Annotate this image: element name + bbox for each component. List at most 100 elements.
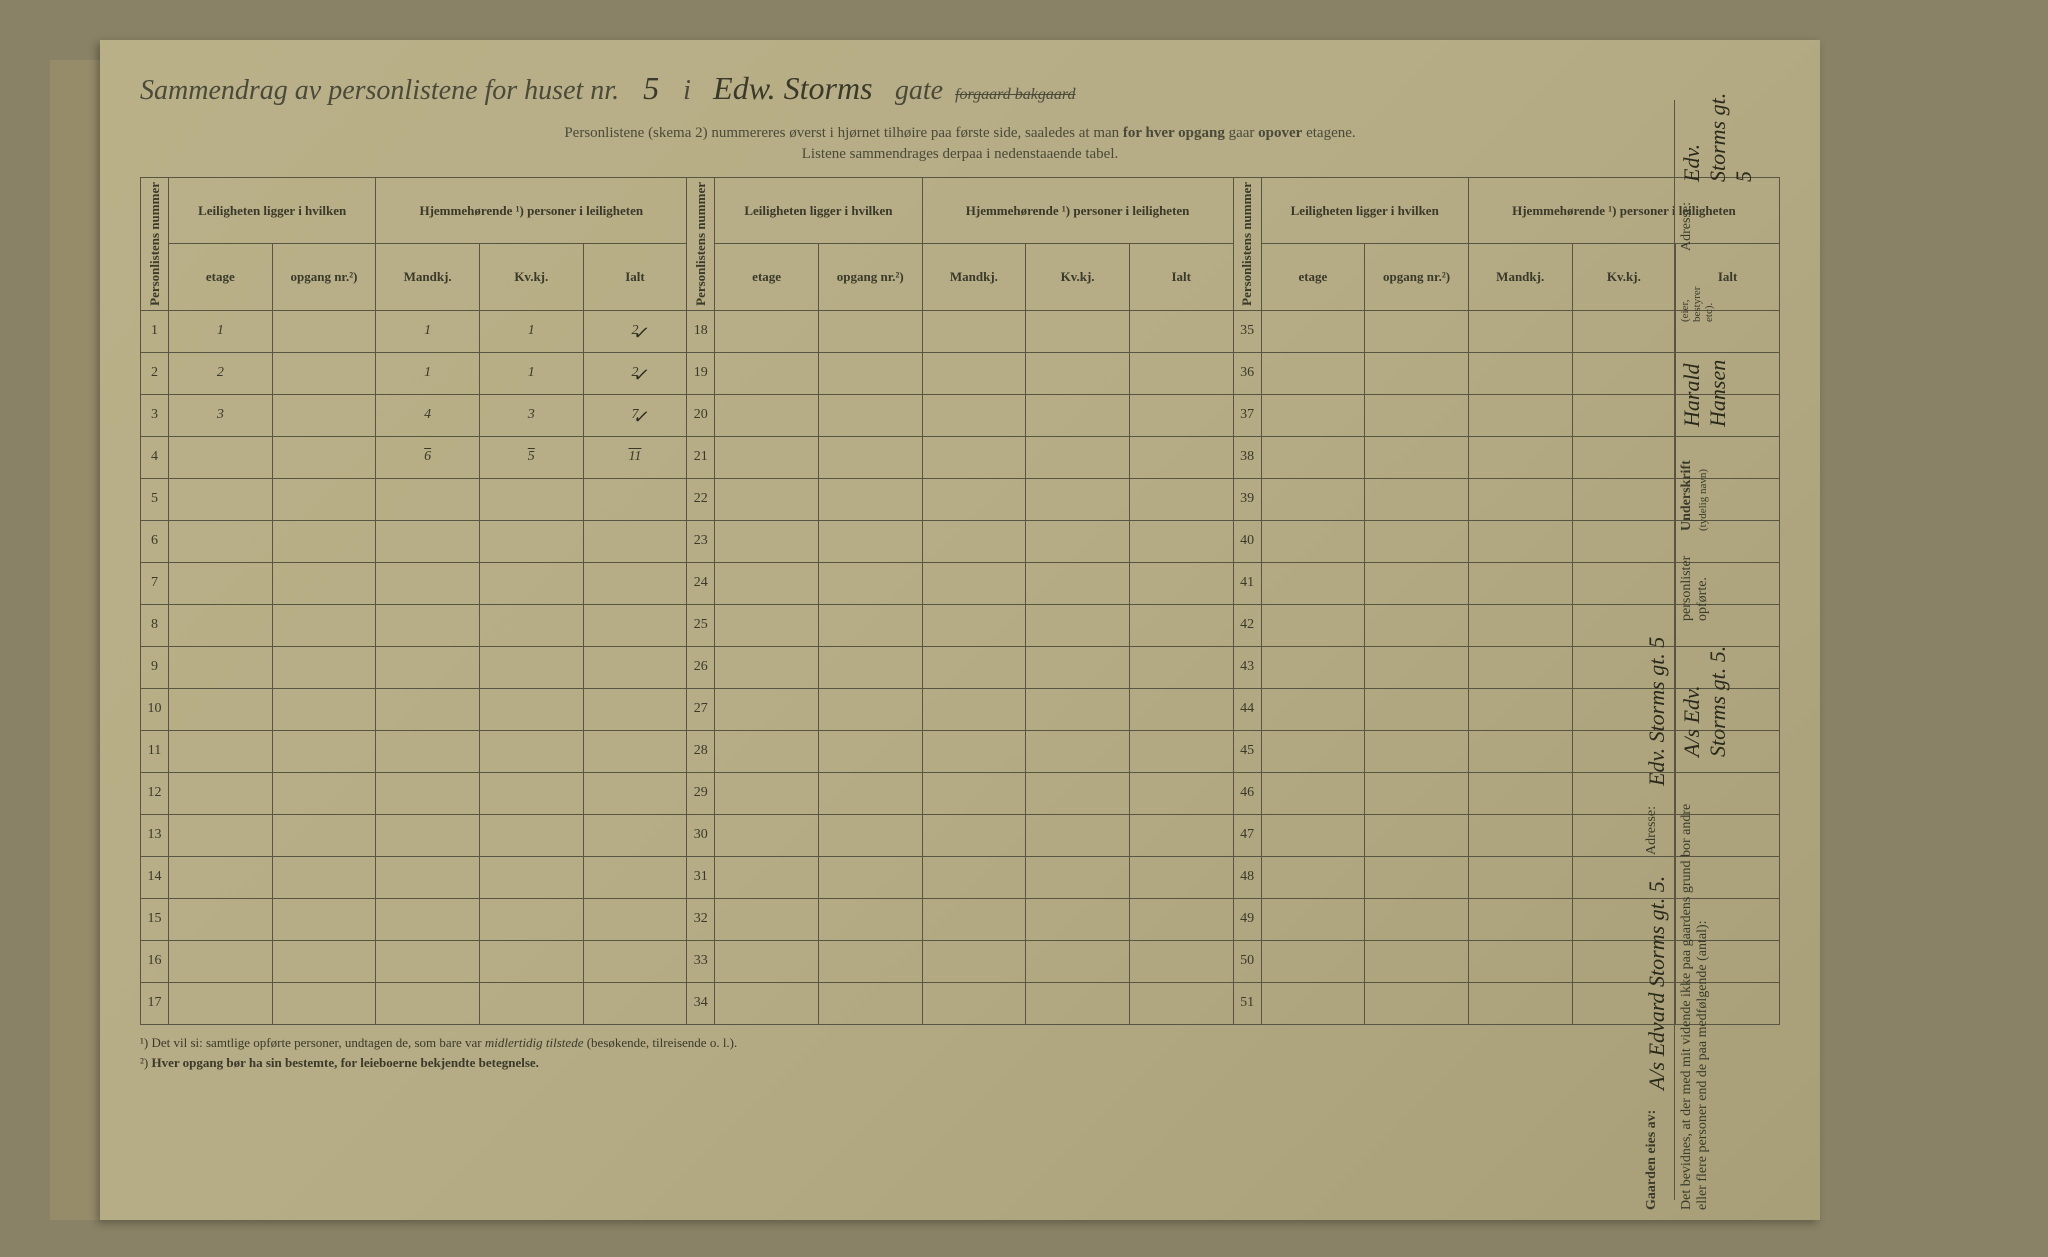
vert-col-owner: Gaarden eies av: A/s Edvard Storms gt. 5… xyxy=(1640,80,1674,1220)
cell-empty xyxy=(1468,688,1572,730)
row-number: 38 xyxy=(1233,436,1261,478)
cell-empty xyxy=(715,982,819,1024)
cell-empty xyxy=(1026,688,1130,730)
cell-empty xyxy=(1261,982,1365,1024)
cell-empty xyxy=(818,436,922,478)
cell-empty xyxy=(922,646,1026,688)
cell-opgang xyxy=(272,688,376,730)
gaarden-hw: A/s Edvard Storms gt. 5. xyxy=(1644,875,1670,1089)
cell-empty xyxy=(1365,730,1469,772)
cell-empty xyxy=(715,646,819,688)
cell-ialt xyxy=(583,982,687,1024)
row-number: 4 xyxy=(141,436,169,478)
cell-empty xyxy=(818,478,922,520)
cell-ialt: 7 xyxy=(583,394,687,436)
table-header: Personlistens nummer Leiligheten ligger … xyxy=(141,178,1780,311)
th-mandkj-1: Mandkj. xyxy=(376,244,480,310)
row-number: 11 xyxy=(141,730,169,772)
cell-empty xyxy=(1026,898,1130,940)
cell-mandkj xyxy=(376,982,480,1024)
th-personlistens-1: Personlistens nummer xyxy=(141,178,169,311)
cell-ialt xyxy=(583,814,687,856)
cell-opgang xyxy=(272,604,376,646)
cell-etage xyxy=(169,478,273,520)
underskrift-label: Underskrift xyxy=(1679,460,1694,531)
cell-empty xyxy=(1468,520,1572,562)
cell-kvkj xyxy=(479,688,583,730)
cell-etage xyxy=(169,898,273,940)
cell-empty xyxy=(1129,310,1233,352)
row-number: 5 xyxy=(141,478,169,520)
cell-mandkj xyxy=(376,646,480,688)
cell-empty xyxy=(1365,436,1469,478)
row-number: 1 xyxy=(141,310,169,352)
cell-ialt: 2 xyxy=(583,352,687,394)
cell-mandkj xyxy=(376,940,480,982)
cell-empty xyxy=(1365,646,1469,688)
cell-empty xyxy=(1026,352,1130,394)
row-number: 32 xyxy=(687,898,715,940)
cell-opgang xyxy=(272,310,376,352)
table-row: 122946 xyxy=(141,772,1780,814)
cell-empty xyxy=(818,520,922,562)
cell-empty xyxy=(1129,352,1233,394)
th-opgang-2: opgang nr.²) xyxy=(818,244,922,310)
cell-mandkj xyxy=(376,478,480,520)
cell-empty xyxy=(1261,772,1365,814)
row-number: 27 xyxy=(687,688,715,730)
row-number: 13 xyxy=(141,814,169,856)
cell-kvkj xyxy=(479,772,583,814)
table-body: 1111218352211219363343720374651121385223… xyxy=(141,310,1780,1024)
cell-etage xyxy=(169,940,273,982)
title-row: Sammendrag av personlistene for huset nr… xyxy=(140,70,1780,107)
cell-etage xyxy=(169,814,273,856)
cell-empty xyxy=(922,772,1026,814)
title-gate: gate xyxy=(895,75,943,107)
table-row: 102744 xyxy=(141,688,1780,730)
cell-kvkj: 1 xyxy=(479,352,583,394)
row-number: 17 xyxy=(141,982,169,1024)
cell-ialt: 2 xyxy=(583,310,687,352)
cell-empty xyxy=(818,730,922,772)
cell-empty xyxy=(922,856,1026,898)
adresse2-label: Adresse: xyxy=(1679,202,1695,251)
row-number: 12 xyxy=(141,772,169,814)
cell-empty xyxy=(1129,394,1233,436)
cell-empty xyxy=(715,856,819,898)
cell-empty xyxy=(1365,394,1469,436)
row-number: 40 xyxy=(1233,520,1261,562)
cell-empty xyxy=(922,562,1026,604)
cell-empty xyxy=(1026,856,1130,898)
cell-empty xyxy=(1261,310,1365,352)
cell-empty xyxy=(1129,730,1233,772)
cell-empty xyxy=(922,520,1026,562)
th-opgang-3: opgang nr.²) xyxy=(1365,244,1469,310)
cell-empty xyxy=(818,856,922,898)
th-hjemme-2: Hjemmehørende ¹) personer i leiligheten xyxy=(922,178,1233,244)
cell-kvkj xyxy=(479,940,583,982)
th-personlistens-2: Personlistens nummer xyxy=(687,178,715,311)
cell-empty xyxy=(922,436,1026,478)
cell-empty xyxy=(1365,310,1469,352)
row-number: 30 xyxy=(687,814,715,856)
cell-kvkj xyxy=(479,982,583,1024)
vert-col-attestation: Det bevidnes, at der med mit vidende ikk… xyxy=(1675,80,1761,1220)
cell-etage: 2 xyxy=(169,352,273,394)
cell-empty xyxy=(922,352,1026,394)
cell-empty xyxy=(1468,310,1572,352)
cell-empty xyxy=(1026,478,1130,520)
cell-mandkj: 1 xyxy=(376,310,480,352)
row-number: 33 xyxy=(687,940,715,982)
cell-empty xyxy=(715,478,819,520)
cell-empty xyxy=(1468,772,1572,814)
cell-empty xyxy=(1026,310,1130,352)
row-number: 50 xyxy=(1233,940,1261,982)
cell-empty xyxy=(1365,982,1469,1024)
cell-empty xyxy=(818,562,922,604)
row-number: 44 xyxy=(1233,688,1261,730)
cell-empty xyxy=(1129,520,1233,562)
cell-empty xyxy=(1365,856,1469,898)
table-row: 62340 xyxy=(141,520,1780,562)
cell-empty xyxy=(922,940,1026,982)
cell-empty xyxy=(1365,352,1469,394)
